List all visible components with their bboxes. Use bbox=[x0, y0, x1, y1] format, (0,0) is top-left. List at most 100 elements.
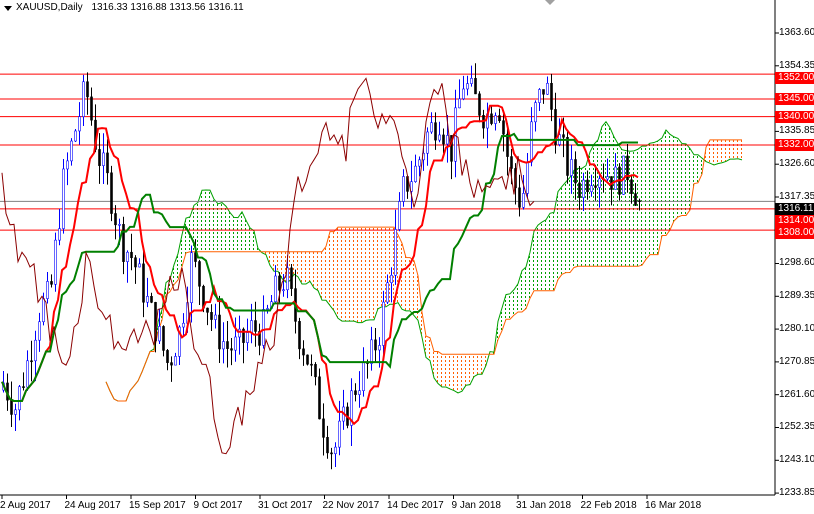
cloud-segment bbox=[370, 227, 374, 320]
candle-body bbox=[578, 182, 581, 198]
cloud-segment bbox=[338, 227, 342, 322]
candle-body bbox=[190, 252, 193, 304]
level-label: 1314.00 bbox=[775, 215, 814, 227]
cloud-segment bbox=[378, 227, 382, 309]
dropdown-triangle-icon[interactable] bbox=[4, 6, 12, 11]
candle-body bbox=[182, 322, 185, 328]
candle-body bbox=[434, 122, 437, 141]
cloud-segment bbox=[414, 260, 418, 321]
candle-body bbox=[146, 296, 149, 303]
candle-body bbox=[98, 149, 101, 166]
candle-body bbox=[46, 281, 49, 299]
candle-body bbox=[266, 308, 269, 310]
symbol-label: XAUUSD,Daily bbox=[16, 2, 83, 13]
cloud-segment bbox=[590, 144, 594, 267]
candle-body bbox=[238, 328, 241, 338]
cloud-segment bbox=[510, 289, 514, 320]
candle-body bbox=[162, 326, 165, 351]
cloud-segment bbox=[358, 227, 362, 323]
candle-body bbox=[350, 390, 353, 426]
candle-body bbox=[62, 168, 65, 229]
cloud-segment bbox=[342, 227, 346, 322]
candle-body bbox=[638, 200, 641, 202]
cloud-segment bbox=[422, 312, 426, 358]
candle-body bbox=[74, 130, 77, 142]
candle-body bbox=[494, 115, 497, 124]
candle-body bbox=[530, 121, 533, 163]
cloud-segment bbox=[346, 227, 350, 322]
price-tick-label: 1280.10 bbox=[779, 323, 814, 335]
cloud-segment bbox=[458, 354, 462, 393]
candle-body bbox=[466, 83, 469, 90]
cloud-segment bbox=[506, 293, 510, 320]
candle-body bbox=[246, 332, 249, 343]
candle-body bbox=[10, 399, 13, 415]
date-tick-label: 31 Jan 2018 bbox=[516, 500, 572, 511]
candle-body bbox=[134, 257, 137, 268]
cloud-segment bbox=[694, 154, 698, 184]
candle-body bbox=[38, 321, 41, 341]
cloud-segment bbox=[246, 220, 250, 252]
cloud-segment bbox=[382, 227, 386, 307]
candle-body bbox=[230, 348, 233, 351]
candle-body bbox=[110, 172, 113, 214]
candle-body bbox=[338, 420, 341, 448]
candle-body bbox=[142, 263, 145, 303]
candle-body bbox=[418, 159, 421, 167]
candle-body bbox=[122, 224, 125, 262]
candle-body bbox=[518, 187, 521, 208]
candle-body bbox=[298, 321, 301, 350]
cloud-segment bbox=[398, 234, 402, 310]
cloud-segment bbox=[446, 354, 450, 389]
candle-body bbox=[158, 326, 161, 342]
candle-body bbox=[490, 113, 493, 124]
cloud-segment bbox=[306, 251, 310, 285]
level-label: 1340.00 bbox=[775, 110, 814, 123]
candle-body bbox=[622, 155, 625, 195]
cloud-segment bbox=[410, 257, 414, 316]
candle-body bbox=[510, 156, 513, 169]
senkou-span-b bbox=[105, 139, 742, 402]
cloud-segment bbox=[534, 225, 538, 291]
candle-body bbox=[170, 362, 173, 366]
cloud-segment bbox=[686, 143, 690, 216]
cloud-segment bbox=[362, 227, 366, 323]
cloud-segment bbox=[462, 354, 466, 392]
cloud-segment bbox=[522, 266, 526, 312]
cloud-segment bbox=[198, 190, 202, 252]
candle-body bbox=[526, 161, 529, 194]
candle-body bbox=[562, 134, 565, 138]
cloud-segment bbox=[366, 227, 370, 321]
candle-body bbox=[458, 98, 461, 109]
cloud-segment bbox=[302, 251, 306, 285]
candle-body bbox=[398, 201, 401, 230]
candle-body bbox=[194, 252, 197, 262]
cloud-segment bbox=[174, 253, 178, 285]
candle-body bbox=[606, 176, 609, 180]
price-tick-label: 1233.85 bbox=[779, 487, 814, 499]
candle-body bbox=[58, 228, 61, 241]
candle-body bbox=[362, 362, 365, 392]
candle-body bbox=[478, 93, 481, 116]
cloud-segment bbox=[450, 354, 454, 391]
cloud-segment bbox=[374, 227, 378, 320]
cloud-segment bbox=[222, 202, 226, 252]
candle-body bbox=[274, 275, 277, 303]
candle-body bbox=[66, 160, 69, 170]
candle-body bbox=[314, 364, 317, 378]
candle-body bbox=[594, 185, 597, 188]
candle-body bbox=[126, 251, 129, 262]
date-tick-label: 31 Oct 2017 bbox=[258, 500, 313, 511]
candle-body bbox=[118, 224, 121, 226]
candle-body bbox=[502, 120, 505, 135]
price-tick-label: 1363.60 bbox=[779, 27, 814, 38]
cloud-segment bbox=[354, 227, 358, 323]
cloud-segment bbox=[250, 227, 254, 252]
candle-body bbox=[450, 135, 453, 162]
candle-body bbox=[410, 181, 413, 192]
candle-body bbox=[290, 267, 293, 289]
cloud-segment bbox=[402, 243, 406, 311]
cloud-segment bbox=[618, 143, 622, 267]
